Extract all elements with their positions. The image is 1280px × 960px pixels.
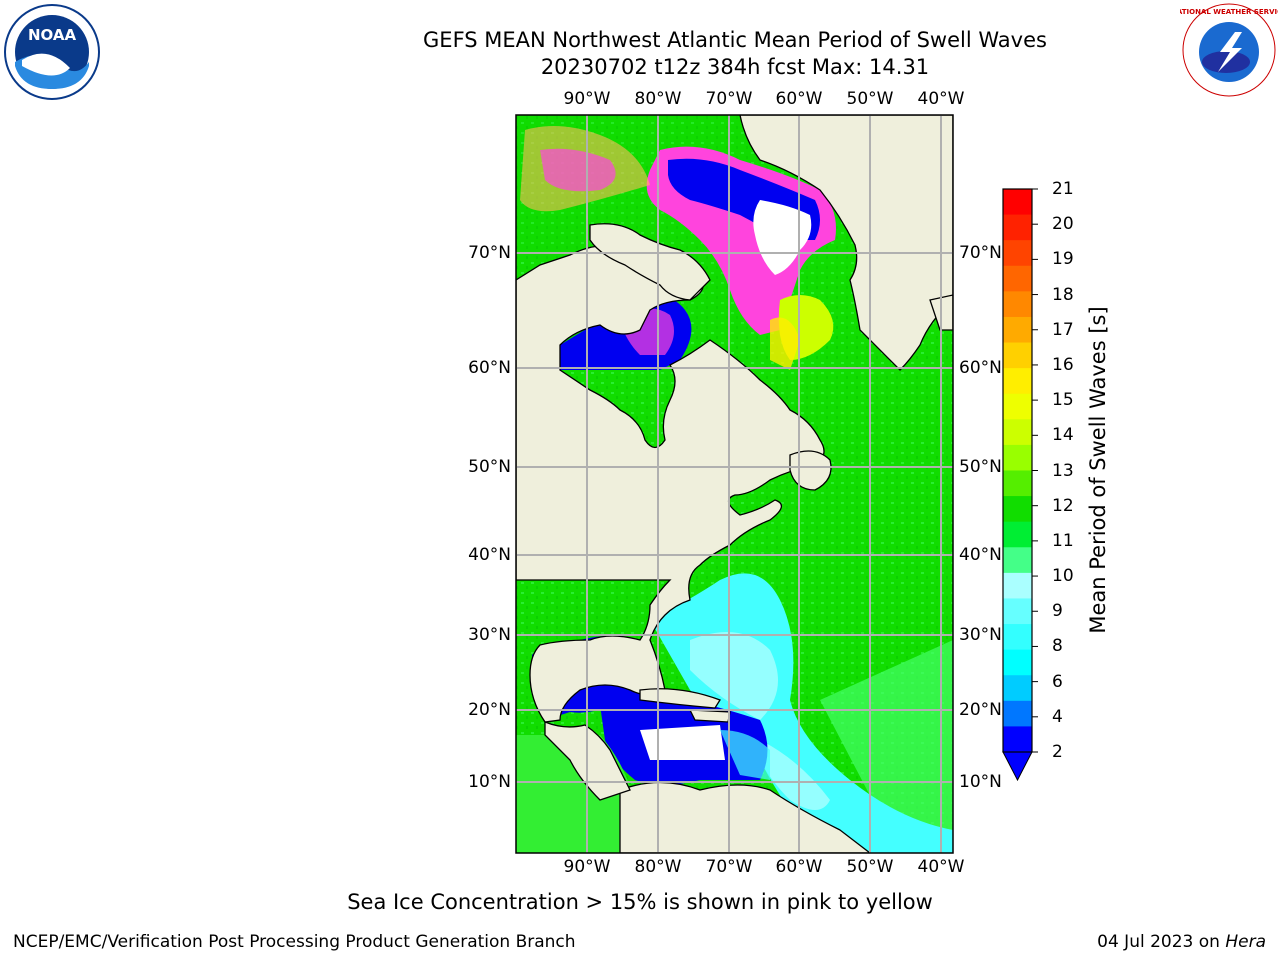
nws-logo-text: NATIONAL WEATHER SERVICE — [1180, 8, 1278, 16]
lat-label-right: 20°N — [959, 700, 1002, 720]
lat-label-right: 60°N — [959, 358, 1002, 378]
colorbar-swatch — [1003, 291, 1032, 318]
colorbar-tick-label: 15 — [1052, 390, 1074, 411]
lat-label-left: 40°N — [468, 545, 511, 565]
land-greenland — [739, 115, 953, 371]
colorbar-swatch — [1003, 521, 1032, 548]
national-weather-service-logo: NATIONAL WEATHER SERVICE — [1180, 3, 1278, 97]
noaa-logo: NOAA — [4, 4, 100, 100]
colorbar-tick-label: 8 — [1052, 636, 1063, 657]
lat-label-left: 60°N — [468, 358, 511, 378]
colorbar-swatch — [1003, 547, 1032, 574]
sea-ice-note: Sea Ice Concentration > 15% is shown in … — [347, 890, 933, 914]
land-hispaniola — [688, 709, 731, 723]
colorbar-tick-label: 14 — [1052, 425, 1074, 446]
colorbar-tick-label: 10 — [1052, 566, 1074, 587]
lat-label-right: 50°N — [959, 457, 1002, 477]
colorbar-tick-label: 17 — [1052, 319, 1074, 340]
colorbar-swatch — [1003, 189, 1032, 216]
footer-branch: NCEP/EMC/Verification Post Processing Pr… — [13, 932, 576, 952]
colorbar-tick-label: 19 — [1052, 249, 1074, 270]
colorbar-swatch — [1003, 649, 1032, 676]
colorbar-swatch — [1003, 316, 1032, 344]
colorbar-extend-arrow — [1002, 751, 1033, 782]
lat-label-right: 10°N — [959, 772, 1002, 792]
lat-label-left: 30°N — [468, 625, 511, 645]
colorbar-tick-label: 16 — [1052, 354, 1074, 375]
lon-label-bottom: 80°W — [634, 857, 682, 877]
colorbar-swatch — [1003, 368, 1032, 395]
colorbar-swatch — [1003, 675, 1032, 702]
land-north-america — [516, 245, 825, 723]
lon-label-bottom: 70°W — [705, 857, 753, 877]
colorbar-swatch — [1003, 342, 1032, 369]
lat-label-left: 20°N — [468, 700, 511, 720]
footer-date-text: 04 Jul 2023 on — [1097, 932, 1226, 952]
lat-label-left: 10°N — [468, 772, 511, 792]
colorbar-swatch — [1003, 444, 1032, 471]
colorbar-swatch — [1003, 265, 1032, 292]
title-line-2: 20230702 t12z 384h fcst Max: 14.31 — [540, 55, 930, 79]
lon-label-top: 50°W — [846, 89, 894, 109]
lat-label-right: 70°N — [959, 243, 1002, 263]
colorbar — [1002, 188, 1038, 782]
lat-label-left: 50°N — [468, 457, 511, 477]
noaa-logo-text: NOAA — [28, 26, 77, 44]
lon-label-top: 70°W — [705, 89, 753, 109]
lon-label-bottom: 60°W — [775, 857, 823, 877]
title-line-1: GEFS MEAN Northwest Atlantic Mean Period… — [423, 28, 1047, 52]
footer-date: 04 Jul 2023 on Hera — [1097, 932, 1266, 952]
colorbar-swatch — [1003, 572, 1032, 599]
colorbar-tick-label: 12 — [1052, 495, 1074, 516]
colorbar-swatch — [1003, 214, 1032, 241]
lon-label-bottom: 50°W — [846, 857, 894, 877]
graticule — [516, 115, 953, 853]
colorbar-tick-label: 21 — [1052, 179, 1074, 199]
lat-label-right: 30°N — [959, 625, 1002, 645]
lat-label-left: 70°N — [468, 243, 511, 263]
lon-label-bottom: 40°W — [917, 857, 965, 877]
lon-label-top: 80°W — [634, 89, 682, 109]
lon-label-top: 90°W — [563, 89, 611, 109]
colorbar-tick-label: 20 — [1052, 214, 1074, 235]
colorbar-swatch — [1003, 470, 1032, 497]
colorbar-swatch — [1003, 700, 1032, 727]
map-frame — [515, 114, 954, 854]
colorbar-swatch — [1003, 598, 1032, 625]
lon-label-top: 60°W — [775, 89, 823, 109]
colorbar-tick-label: 6 — [1052, 671, 1063, 692]
colorbar-tick-label: 11 — [1052, 530, 1074, 551]
lat-label-right: 40°N — [959, 545, 1002, 565]
colorbar-swatch — [1003, 419, 1032, 446]
colorbar-swatch — [1003, 496, 1032, 523]
land-newfoundland — [789, 450, 832, 491]
lon-label-bottom: 90°W — [563, 857, 611, 877]
colorbar-tick-label: 18 — [1052, 284, 1074, 305]
colorbar-label: Mean Period of Swell Waves [s] — [1086, 306, 1110, 634]
colorbar-tick-label: 4 — [1052, 706, 1063, 727]
colorbar-tick-label: 2 — [1052, 742, 1063, 762]
colorbar-swatch — [1003, 240, 1032, 267]
colorbar-tick-label: 9 — [1052, 601, 1063, 622]
lon-label-top: 40°W — [917, 89, 965, 109]
colorbar-swatch — [1003, 624, 1032, 651]
colorbar-swatch — [1003, 393, 1032, 420]
colorbar-tick-label: 13 — [1052, 460, 1074, 481]
colorbar-swatch — [1003, 726, 1032, 753]
land-baffin-island — [589, 223, 711, 301]
footer-machine: Hera — [1225, 932, 1266, 952]
